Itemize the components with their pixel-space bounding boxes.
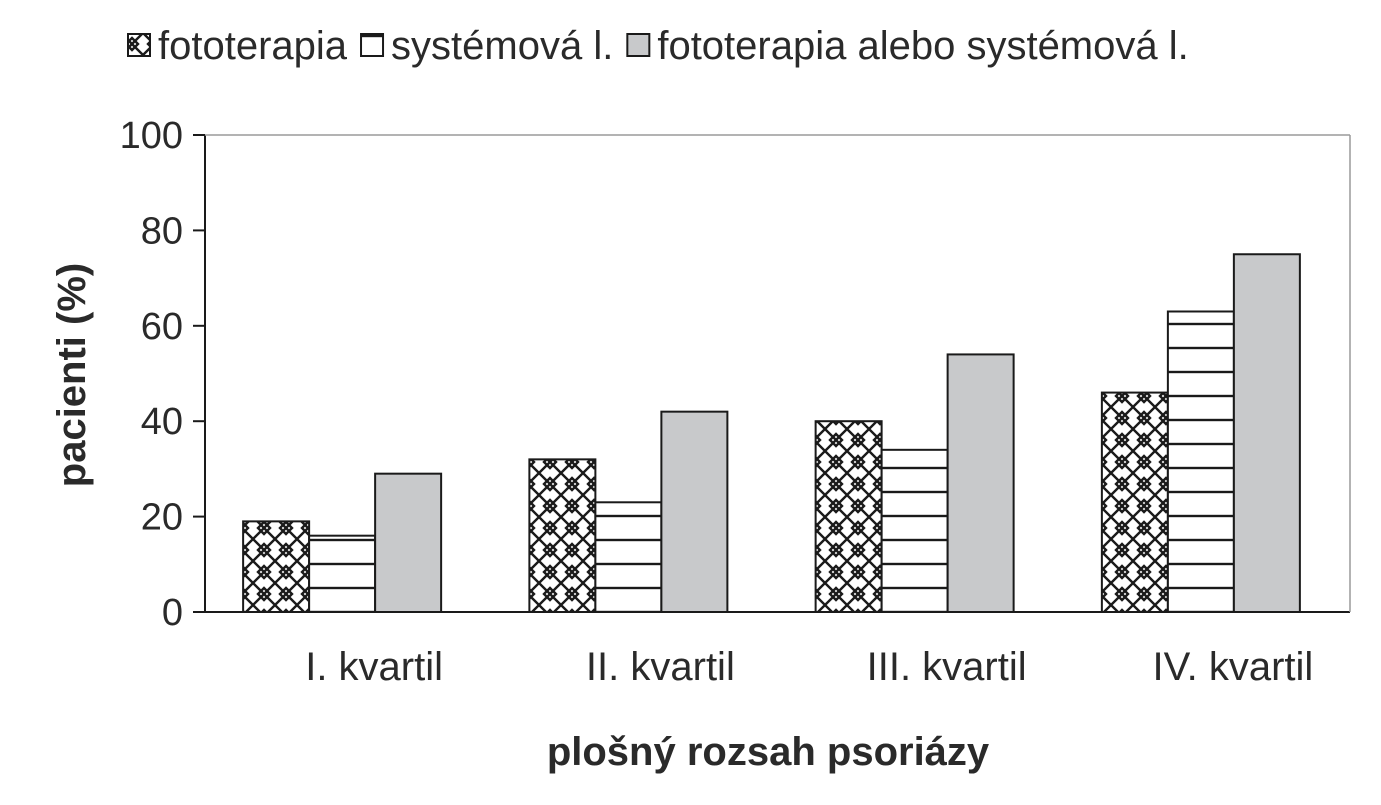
legend-swatch xyxy=(626,33,651,57)
x-tick-label: II. kvartil xyxy=(586,645,735,689)
x-axis-tick-labels: I. kvartil II. kvartil III. kvartil IV. kva… xyxy=(305,645,1313,689)
legend-label: fototerapia xyxy=(158,24,348,68)
bars xyxy=(242,253,1301,614)
y-tick-label: 40 xyxy=(141,401,183,443)
bar xyxy=(308,534,377,613)
legend-label: fototerapia alebo systémová l. xyxy=(657,24,1188,68)
legend: fototerapia systémová l. fototerapia alebo… xyxy=(127,24,1189,68)
bar xyxy=(814,420,883,614)
legend-swatch xyxy=(127,33,151,57)
y-axis-ticks: 0 20 40 60 80 100 xyxy=(120,115,205,634)
bar xyxy=(242,520,311,613)
bar xyxy=(1100,391,1169,613)
y-axis-title: pacienti (%) xyxy=(50,263,94,487)
y-tick-label: 20 xyxy=(141,497,183,539)
bar xyxy=(1232,253,1301,613)
x-tick-label: IV. kvartil xyxy=(1152,645,1313,689)
bar xyxy=(880,448,949,613)
y-tick-label: 60 xyxy=(141,306,183,348)
bar xyxy=(946,353,1015,613)
legend-label: systémová l. xyxy=(391,24,613,68)
plot-area: 0 20 40 60 80 100 I. kvartil II. kvartil III. k… xyxy=(120,115,1351,689)
y-tick-label: 0 xyxy=(162,592,183,634)
bar xyxy=(1166,310,1235,613)
bar xyxy=(594,501,663,614)
bar xyxy=(528,458,597,613)
y-tick-label: 80 xyxy=(141,210,183,252)
x-axis-title: plošný rozsah psoriázy xyxy=(547,730,990,774)
x-tick-label: III. kvartil xyxy=(867,645,1027,689)
x-tick-label: I. kvartil xyxy=(305,645,443,689)
bar xyxy=(660,410,729,613)
legend-swatch xyxy=(360,33,385,57)
y-tick-label: 100 xyxy=(120,115,183,157)
bar xyxy=(374,472,443,614)
